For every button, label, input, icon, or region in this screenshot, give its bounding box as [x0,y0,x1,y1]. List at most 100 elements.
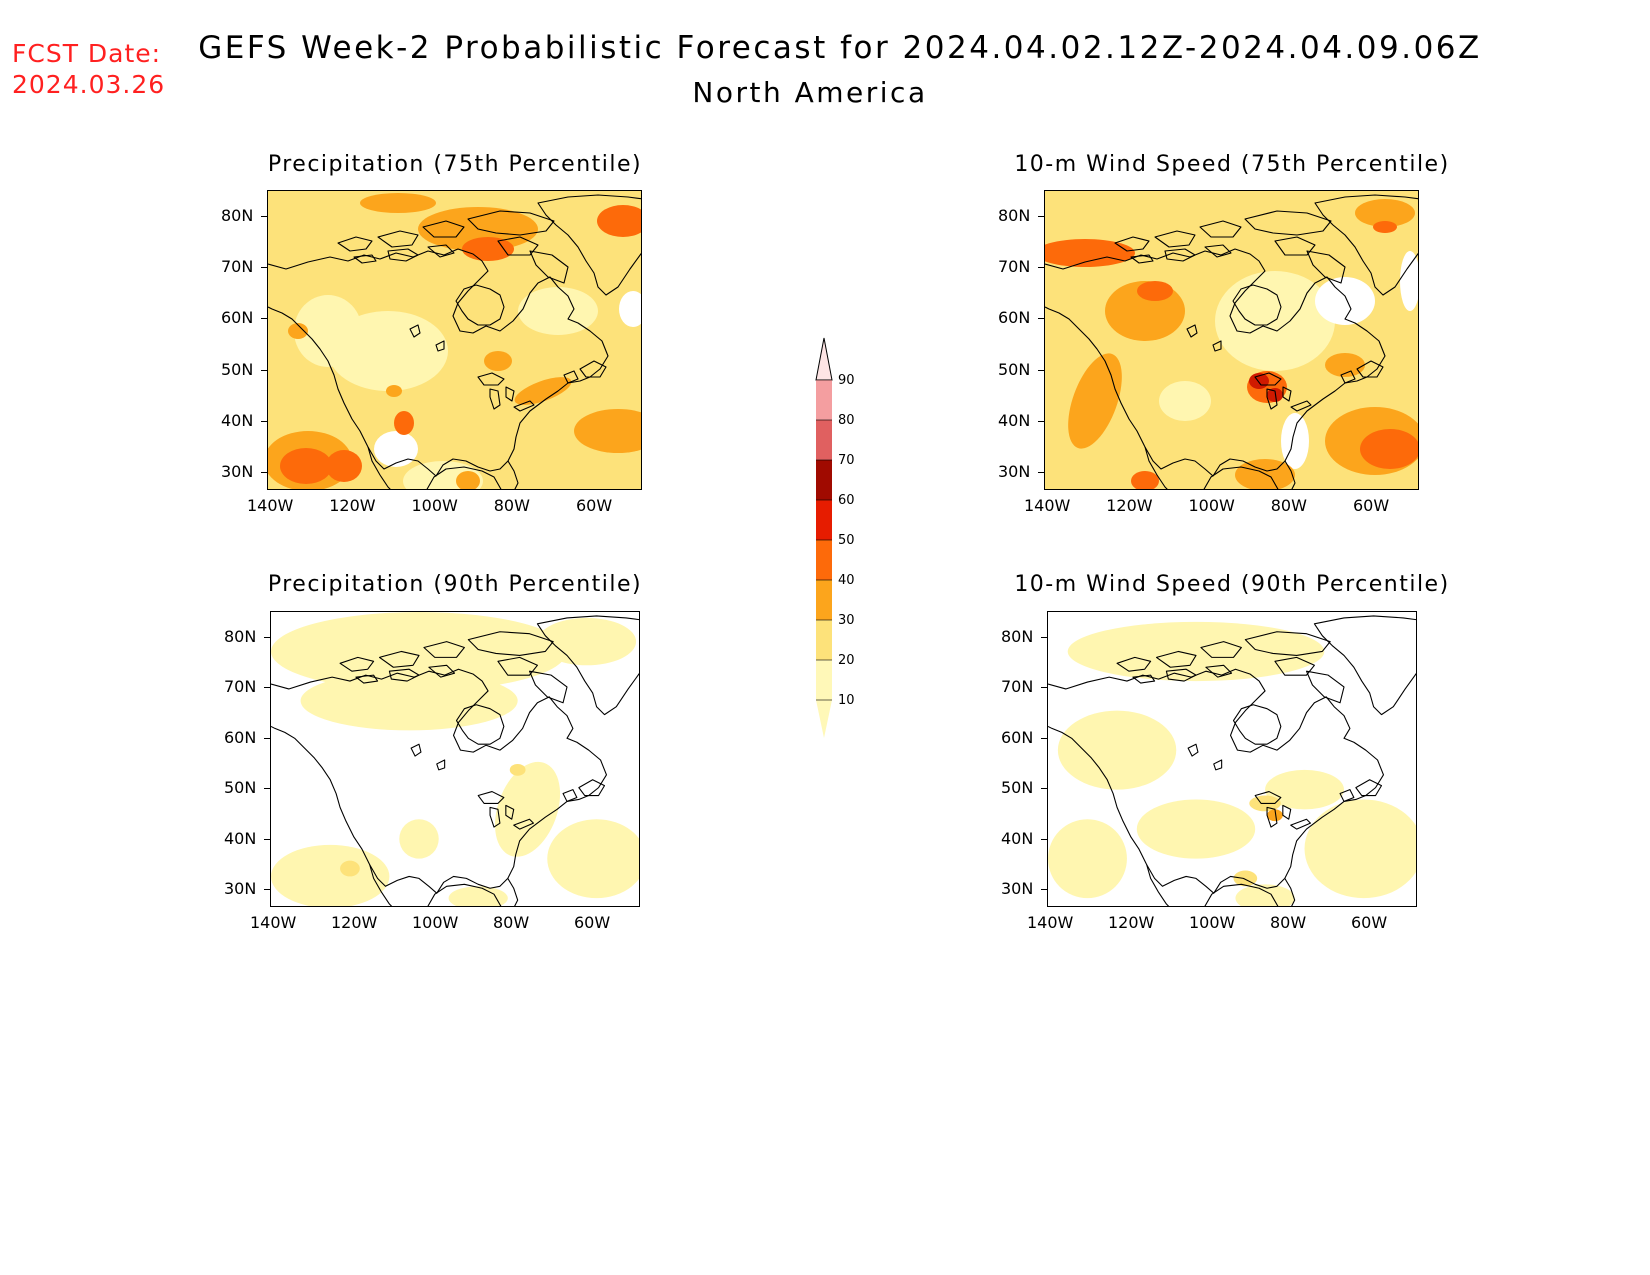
orange-area-1 [1267,809,1283,822]
light-area-1 [340,860,360,877]
coast-island-6 [355,674,379,684]
map-panel [1047,611,1417,907]
coast-island-5 [428,664,456,678]
coast-island-6 [1132,674,1156,684]
coast-gulf [426,466,502,489]
lat-tick-mark [264,687,270,689]
colorbar-swatch [816,620,832,660]
no-signal-area-1 [1315,277,1375,325]
coast-greenland [537,194,641,296]
pale-area-6 [1265,769,1344,810]
colorbar-label: 80 [838,413,855,428]
pale-area-1 [1067,621,1325,682]
coast-ellesmere [1244,631,1331,656]
pale-area-4 [1304,799,1416,899]
coast-island-1 [1114,236,1150,252]
orange-area-6 [1355,199,1415,227]
coast-island-2 [1155,650,1197,668]
coast-lake-michigan [1266,806,1278,828]
colorbar-swatch [816,380,832,420]
coast-lake-2 [435,340,445,352]
coast-ellesmere [467,210,555,236]
coast-island-1 [337,236,373,252]
light-area-2 [509,763,526,776]
coast-mainland [1048,668,1385,894]
dark-orange-area-1 [1045,239,1135,267]
lat-tick-mark [1041,838,1047,840]
lon-tick-label: 120W [331,913,378,932]
lat-tick-label: 80N [221,206,254,225]
pale-area-5 [271,844,390,906]
lat-tick-mark [1041,737,1047,739]
colorbar-label: 30 [838,613,855,628]
lat-tick-label: 60N [224,727,257,747]
lon-tick-label: 120W [1108,913,1155,932]
colorbar-swatch [816,540,832,580]
coastlines [271,615,639,906]
fcst-date-value: 2024.03.26 [12,70,166,99]
no-signal-area-1 [374,431,418,467]
forecast-date-block: FCST Date: 2024.03.26 [12,38,165,100]
lat-tick-mark [261,472,267,473]
colorbar-top-triangle [815,337,833,381]
coast-greenland [1314,194,1418,296]
coast-island-5 [1204,244,1232,258]
coast-baffin-s [1305,670,1345,704]
orange-area-4 [1068,353,1122,449]
coast-lake-michigan [489,806,501,828]
lat-tick-mark [261,267,267,269]
map-panel [270,611,640,907]
lat-tick-label: 80N [1001,627,1034,646]
coast-lake-huron [505,386,515,402]
colorbar-label: 60 [838,493,855,508]
orange-area-1 [360,193,436,213]
coast-hudson-bay [1232,284,1282,326]
coast-florida [507,878,519,906]
lon-tick-label: 60W [574,913,611,932]
coast-mainland [268,248,609,477]
lat-tick-label: 60N [1001,727,1034,747]
pale-area-6 [399,819,439,859]
coast-lake-1 [410,743,422,757]
map-field [268,191,641,489]
coast-lake-2 [1213,759,1223,771]
dark-orange-area-2 [1137,281,1173,301]
lon-tick-label: 100W [1188,496,1235,515]
coast-gulf [1203,466,1279,489]
coast-nova-scotia [563,370,579,384]
coast-baja [369,864,393,906]
coast-florida [1284,878,1296,906]
orange-area-3 [1325,353,1365,377]
lat-tick-label: 50N [1001,778,1034,798]
coast-florida [1284,460,1296,489]
coast-mainland [1045,248,1386,477]
pale-area-2 [300,671,518,731]
lat-tick-mark [1038,318,1044,320]
lat-tick-mark [1038,472,1044,473]
lat-tick-mark [1038,369,1044,371]
coast-ellesmere [467,631,554,656]
coast-lake-huron [1282,804,1292,820]
orange-area-7 [484,351,512,371]
lat-tick-mark [264,737,270,739]
coast-florida [507,460,519,489]
lon-tick-label: 100W [412,913,459,932]
pale-area-5 [1048,819,1127,899]
map-field [271,612,639,906]
map-field [1045,191,1418,489]
lon-tick-label: 100W [1189,913,1236,932]
lat-tick-label: 40N [998,410,1031,430]
coast-lake-michigan [1266,388,1278,410]
coast-baja [1146,864,1170,906]
coastlines [1048,615,1416,906]
coast-lake-huron [505,804,515,820]
coast-lake-1 [1186,324,1198,338]
lat-tick-mark [261,318,267,320]
lat-tick-label: 30N [1001,879,1034,898]
pale-area-1 [271,612,567,691]
colorbar: 10 20 30 40 50 60 70 80 90 [808,330,868,750]
coast-nova-scotia [1339,789,1355,802]
coast-island-1 [1116,656,1152,672]
lat-tick-mark [261,216,267,217]
lat-tick-mark [264,889,270,890]
